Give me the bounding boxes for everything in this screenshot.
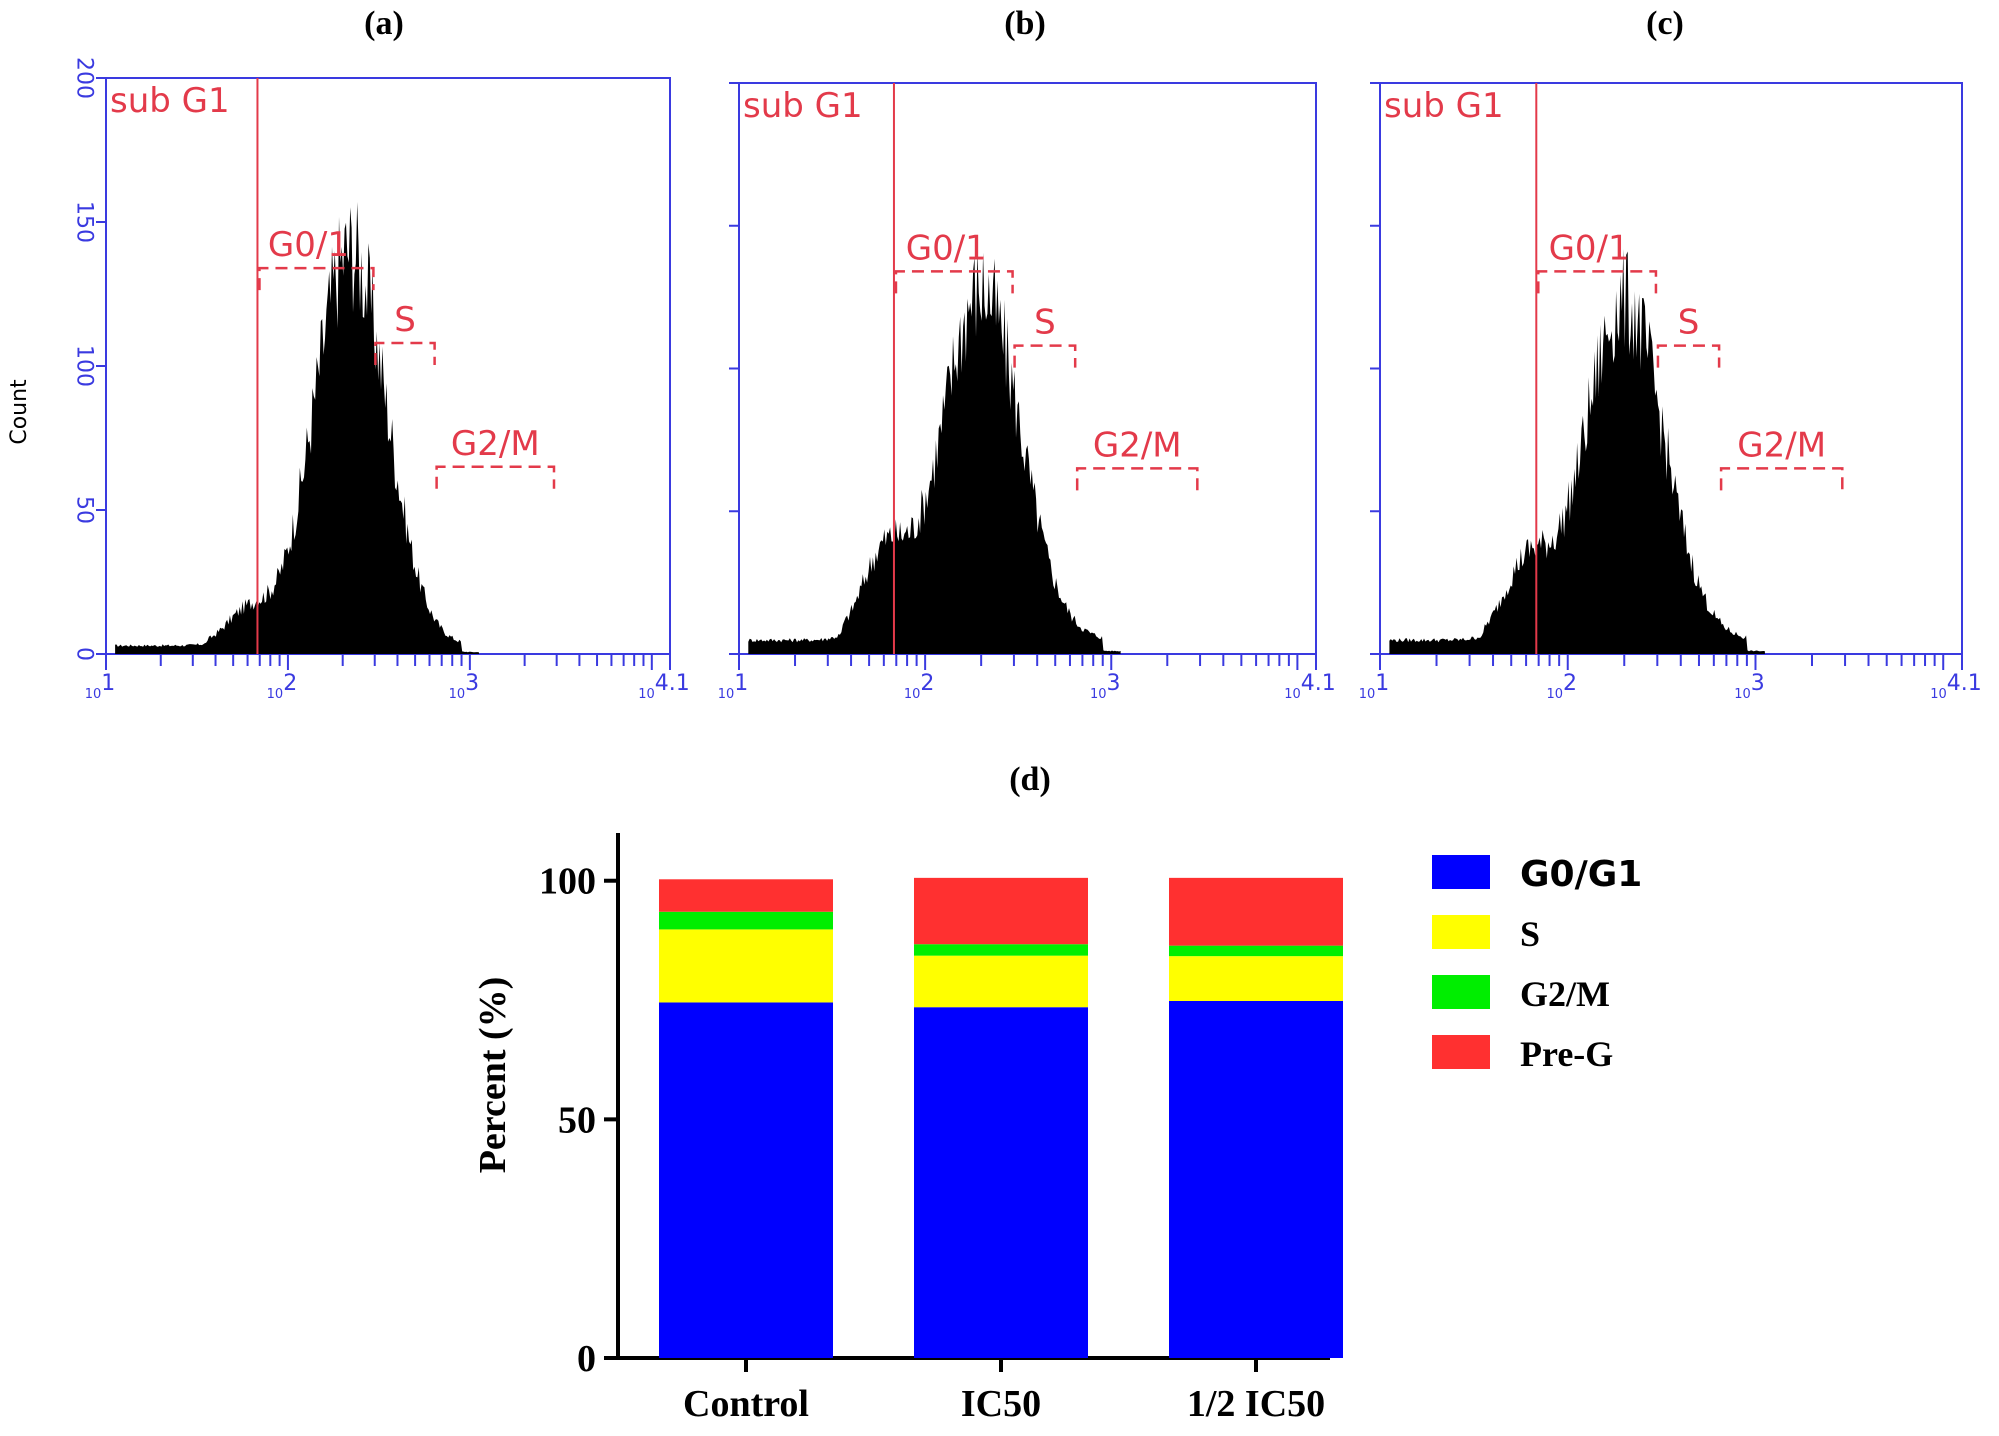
gate-label-g2-m: G2/M	[1093, 425, 1182, 465]
x-tick-label: 104.1	[1284, 671, 1336, 702]
gate-bracket-g0-1	[1537, 270, 1658, 294]
bar-segment-g0-g1	[659, 1002, 833, 1358]
histogram-distribution	[115, 202, 479, 654]
legend-swatch	[1432, 915, 1490, 949]
bar-segment-g2-m	[914, 944, 1088, 956]
bar-segment-g0-g1	[1169, 1001, 1343, 1358]
category-label: IC50	[961, 1383, 1041, 1425]
x-axis-ticks: 101 102 103 104.1	[718, 654, 1336, 702]
legend: G0/G1 S G2/M Pre-G	[1432, 854, 1642, 1074]
gate-label-s: S	[1678, 303, 1700, 343]
x-tick-label: 101	[85, 671, 116, 702]
bar-segments	[659, 877, 1343, 1358]
x-tick-label: 101	[718, 671, 749, 702]
panel-label-a: (a)	[364, 5, 404, 42]
gate-bracket-g2-m	[435, 465, 556, 489]
legend-label: S	[1520, 914, 1540, 954]
y-axis-label: Percent (%)	[472, 977, 514, 1174]
panel-label-c: (c)	[1646, 5, 1684, 42]
x-tick-label: 103	[1090, 671, 1121, 702]
bar-segment-pre-g	[659, 879, 833, 912]
bar-segment-pre-g	[914, 877, 1088, 945]
gate-label-g0-1: G0/1	[906, 228, 987, 268]
gate-label-sub-g1: sub G1	[110, 81, 230, 121]
gate-label-g0-1: G0/1	[1549, 228, 1630, 268]
y-axis-ticks	[729, 82, 739, 655]
x-axis-ticks: 101 102 103 104.1	[85, 654, 690, 702]
x-tick-label: 102	[1546, 671, 1577, 702]
bar-segment-pre-g	[1169, 877, 1343, 946]
panel-label-d: (d)	[1009, 761, 1051, 798]
y-axis-ticks: 0 50 100 150 200	[72, 57, 106, 661]
histogram-panel-c: sub G1 G0/1 S G2/M 101 102 103 104.1	[1359, 82, 1982, 702]
gate-label-g0-1: G0/1	[268, 225, 349, 265]
x-tick-label: 101	[1359, 671, 1390, 702]
gate-bracket-g0-1	[258, 266, 375, 291]
category-labels: Control IC50 1/2 IC50	[683, 1383, 1325, 1425]
bar-segment-s	[914, 955, 1088, 1008]
legend-swatch	[1432, 1035, 1490, 1069]
x-tick-label: 104.1	[1930, 671, 1982, 702]
panel-label-b: (b)	[1004, 5, 1046, 42]
x-tick-label: 102	[267, 671, 298, 702]
x-tick-label: 102	[904, 671, 935, 702]
y-tick-label: 200	[72, 57, 97, 99]
gate-label-g2-m: G2/M	[1737, 425, 1826, 465]
gate-bracket-g0-1	[894, 270, 1014, 294]
y-tick-label: 50	[558, 1099, 596, 1141]
gate-label-g2-m: G2/M	[451, 424, 540, 464]
gate-bracket-g2-m	[1075, 467, 1199, 491]
bar-segment-g0-g1	[914, 1007, 1088, 1358]
bar-segment-s	[1169, 956, 1343, 1001]
gate-bracket-s	[1013, 344, 1077, 368]
legend-swatch	[1432, 855, 1490, 889]
histogram-panel-b: sub G1 G0/1 S G2/M 101 102 103 104.1	[718, 82, 1336, 702]
gate-label-sub-g1: sub G1	[1384, 86, 1504, 126]
x-axis-ticks: 101 102 103 104.1	[1359, 654, 1982, 702]
y-axis-label: Count	[7, 379, 32, 445]
histogram-distribution	[1389, 249, 1765, 654]
y-tick-label: 100	[539, 861, 596, 903]
legend-label: G0/G1	[1520, 854, 1642, 895]
y-tick-label: 100	[72, 345, 97, 387]
legend-label: G2/M	[1520, 974, 1610, 1014]
legend-swatch	[1432, 975, 1490, 1009]
x-tick-label: 103	[449, 671, 480, 702]
histogram-distribution	[748, 251, 1121, 654]
stacked-bar-chart: 0 50 100 Control IC50 1/2 IC50 Percent (%) G…	[472, 833, 1642, 1425]
legend-label: Pre-G	[1520, 1034, 1613, 1074]
gate-bracket-s	[374, 341, 436, 365]
gate-label-s: S	[1034, 303, 1056, 343]
y-axis-ticks	[1370, 82, 1380, 655]
category-label: Control	[683, 1383, 809, 1425]
x-tick-label: 103	[1734, 671, 1765, 702]
gate-label-sub-g1: sub G1	[743, 86, 863, 126]
y-tick-label: 50	[72, 496, 97, 524]
bar-segment-s	[659, 929, 833, 1003]
gate-bracket-g2-m	[1719, 467, 1844, 491]
y-tick-label: 0	[577, 1338, 596, 1380]
gate-label-s: S	[394, 300, 416, 340]
gate-bracket-s	[1656, 344, 1721, 368]
y-tick-label: 150	[72, 201, 97, 243]
x-tick-label: 104.1	[638, 671, 690, 702]
category-label: 1/2 IC50	[1187, 1383, 1325, 1425]
bar-segment-g2-m	[659, 911, 833, 930]
bar-segment-g2-m	[1169, 945, 1343, 957]
y-tick-label: 0	[72, 647, 97, 661]
